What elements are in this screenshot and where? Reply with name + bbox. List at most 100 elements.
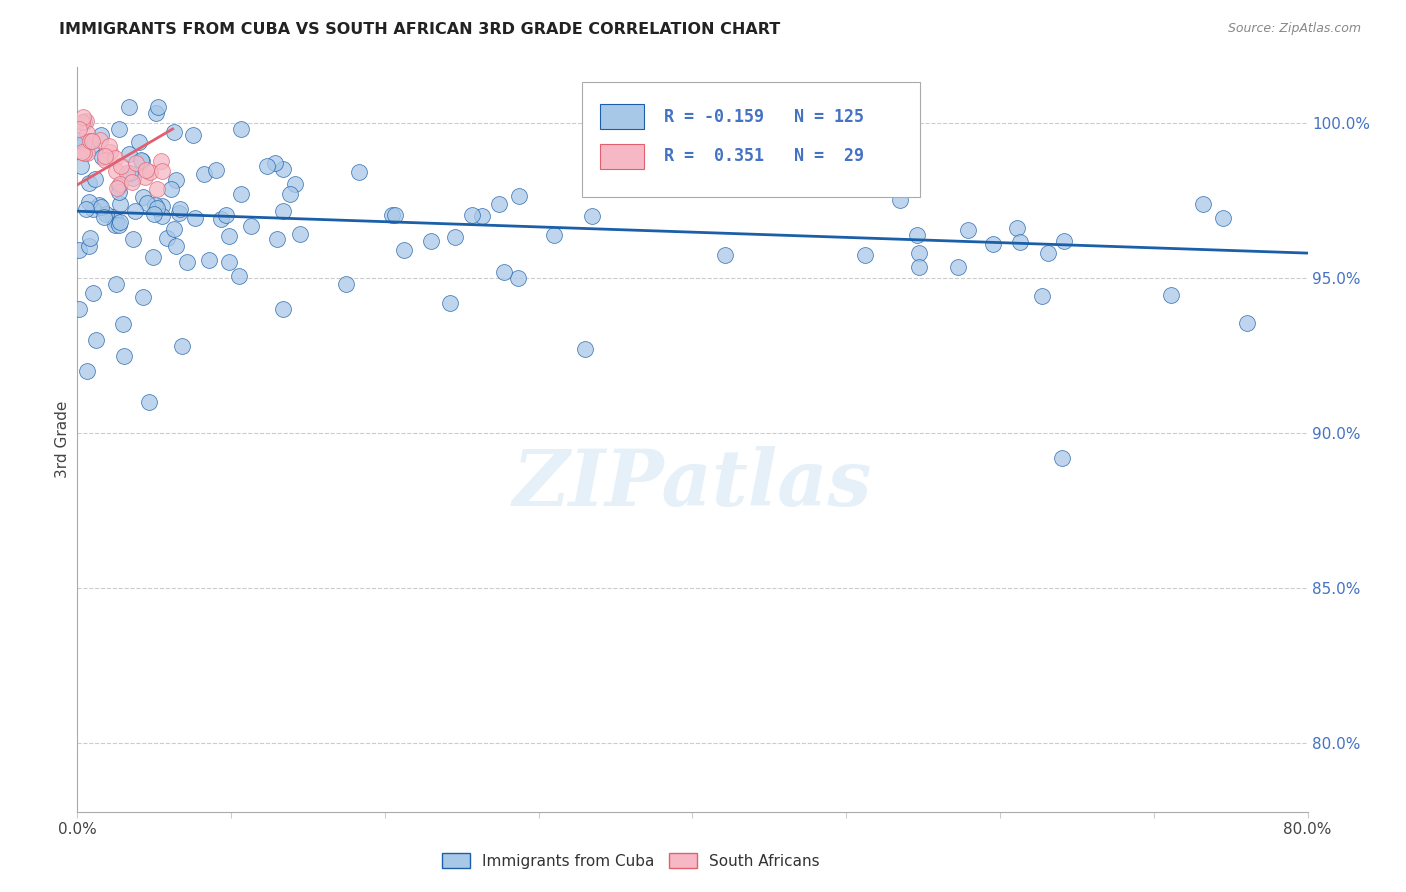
Point [381,208,404,222]
Point [193,167,215,181]
Point [908,260,931,274]
Point [101,211,124,225]
Point [93,210,115,224]
Point [69,159,91,173]
Point [90,128,112,143]
Point [143,206,166,220]
Point [271,161,294,176]
Point [112,349,135,363]
Point [108,178,131,192]
Point [574,343,596,357]
Point [77,239,100,253]
Point [461,208,484,222]
Point [205,162,228,177]
Point [125,156,148,170]
Point [145,105,167,120]
Point [139,165,162,179]
Point [131,190,153,204]
Text: R =  0.351   N =  29: R = 0.351 N = 29 [664,147,865,165]
Point [956,223,979,237]
Point [122,232,145,246]
Point [73,146,96,161]
Point [108,121,131,136]
Point [118,146,141,161]
Point [70,115,93,129]
Point [67,133,90,147]
Point [104,151,127,165]
Point [240,219,263,234]
Point [110,159,132,173]
FancyBboxPatch shape [600,144,644,169]
Point [72,110,94,124]
Point [1031,289,1053,303]
Point [714,248,737,262]
Point [1212,211,1234,225]
Point [169,202,191,216]
Point [138,395,160,409]
Point [218,228,240,243]
Point [145,182,167,196]
Point [73,136,96,151]
Point [278,187,301,202]
FancyBboxPatch shape [582,82,920,197]
Point [229,122,252,136]
Point [77,177,100,191]
Point [82,134,104,148]
Point [150,199,173,213]
Point [263,156,285,170]
Point [488,197,510,211]
Point [76,127,98,141]
Text: R = -0.159   N = 125: R = -0.159 N = 125 [664,108,865,126]
Point [110,215,132,229]
Point [853,248,876,262]
FancyBboxPatch shape [600,104,644,129]
Point [256,159,278,173]
Point [72,145,94,159]
Point [94,153,117,168]
Point [1050,450,1073,465]
Point [1036,246,1059,260]
Point [128,135,150,149]
Point [228,269,250,284]
Point [165,173,187,187]
Point [150,209,173,223]
Point [146,202,169,216]
Point [1052,234,1074,248]
Point [89,133,111,147]
Point [129,153,152,167]
Point [1005,221,1028,235]
Point [231,187,253,202]
Legend: Immigrants from Cuba, South Africans: Immigrants from Cuba, South Africans [436,847,825,875]
Text: Source: ZipAtlas.com: Source: ZipAtlas.com [1227,22,1361,36]
Point [104,219,127,233]
Point [105,277,128,292]
Point [271,301,294,316]
Point [72,115,94,129]
Point [443,230,465,244]
Point [335,277,357,292]
Point [105,180,128,194]
Point [183,128,205,143]
Point [94,149,117,163]
Point [384,208,406,222]
Point [122,171,145,186]
Point [284,177,307,191]
Point [118,100,141,114]
Point [108,218,131,232]
Point [169,206,191,220]
Point [82,202,104,216]
Point [162,125,184,139]
Point [75,202,97,217]
Point [108,197,131,211]
Point [75,113,97,128]
Point [105,214,128,228]
Point [1236,316,1258,330]
Point [82,286,104,301]
Point [543,227,565,242]
Point [118,166,141,180]
Point [142,250,165,264]
Point [135,163,157,178]
Point [83,171,105,186]
Point [80,140,103,154]
Point [581,209,603,223]
